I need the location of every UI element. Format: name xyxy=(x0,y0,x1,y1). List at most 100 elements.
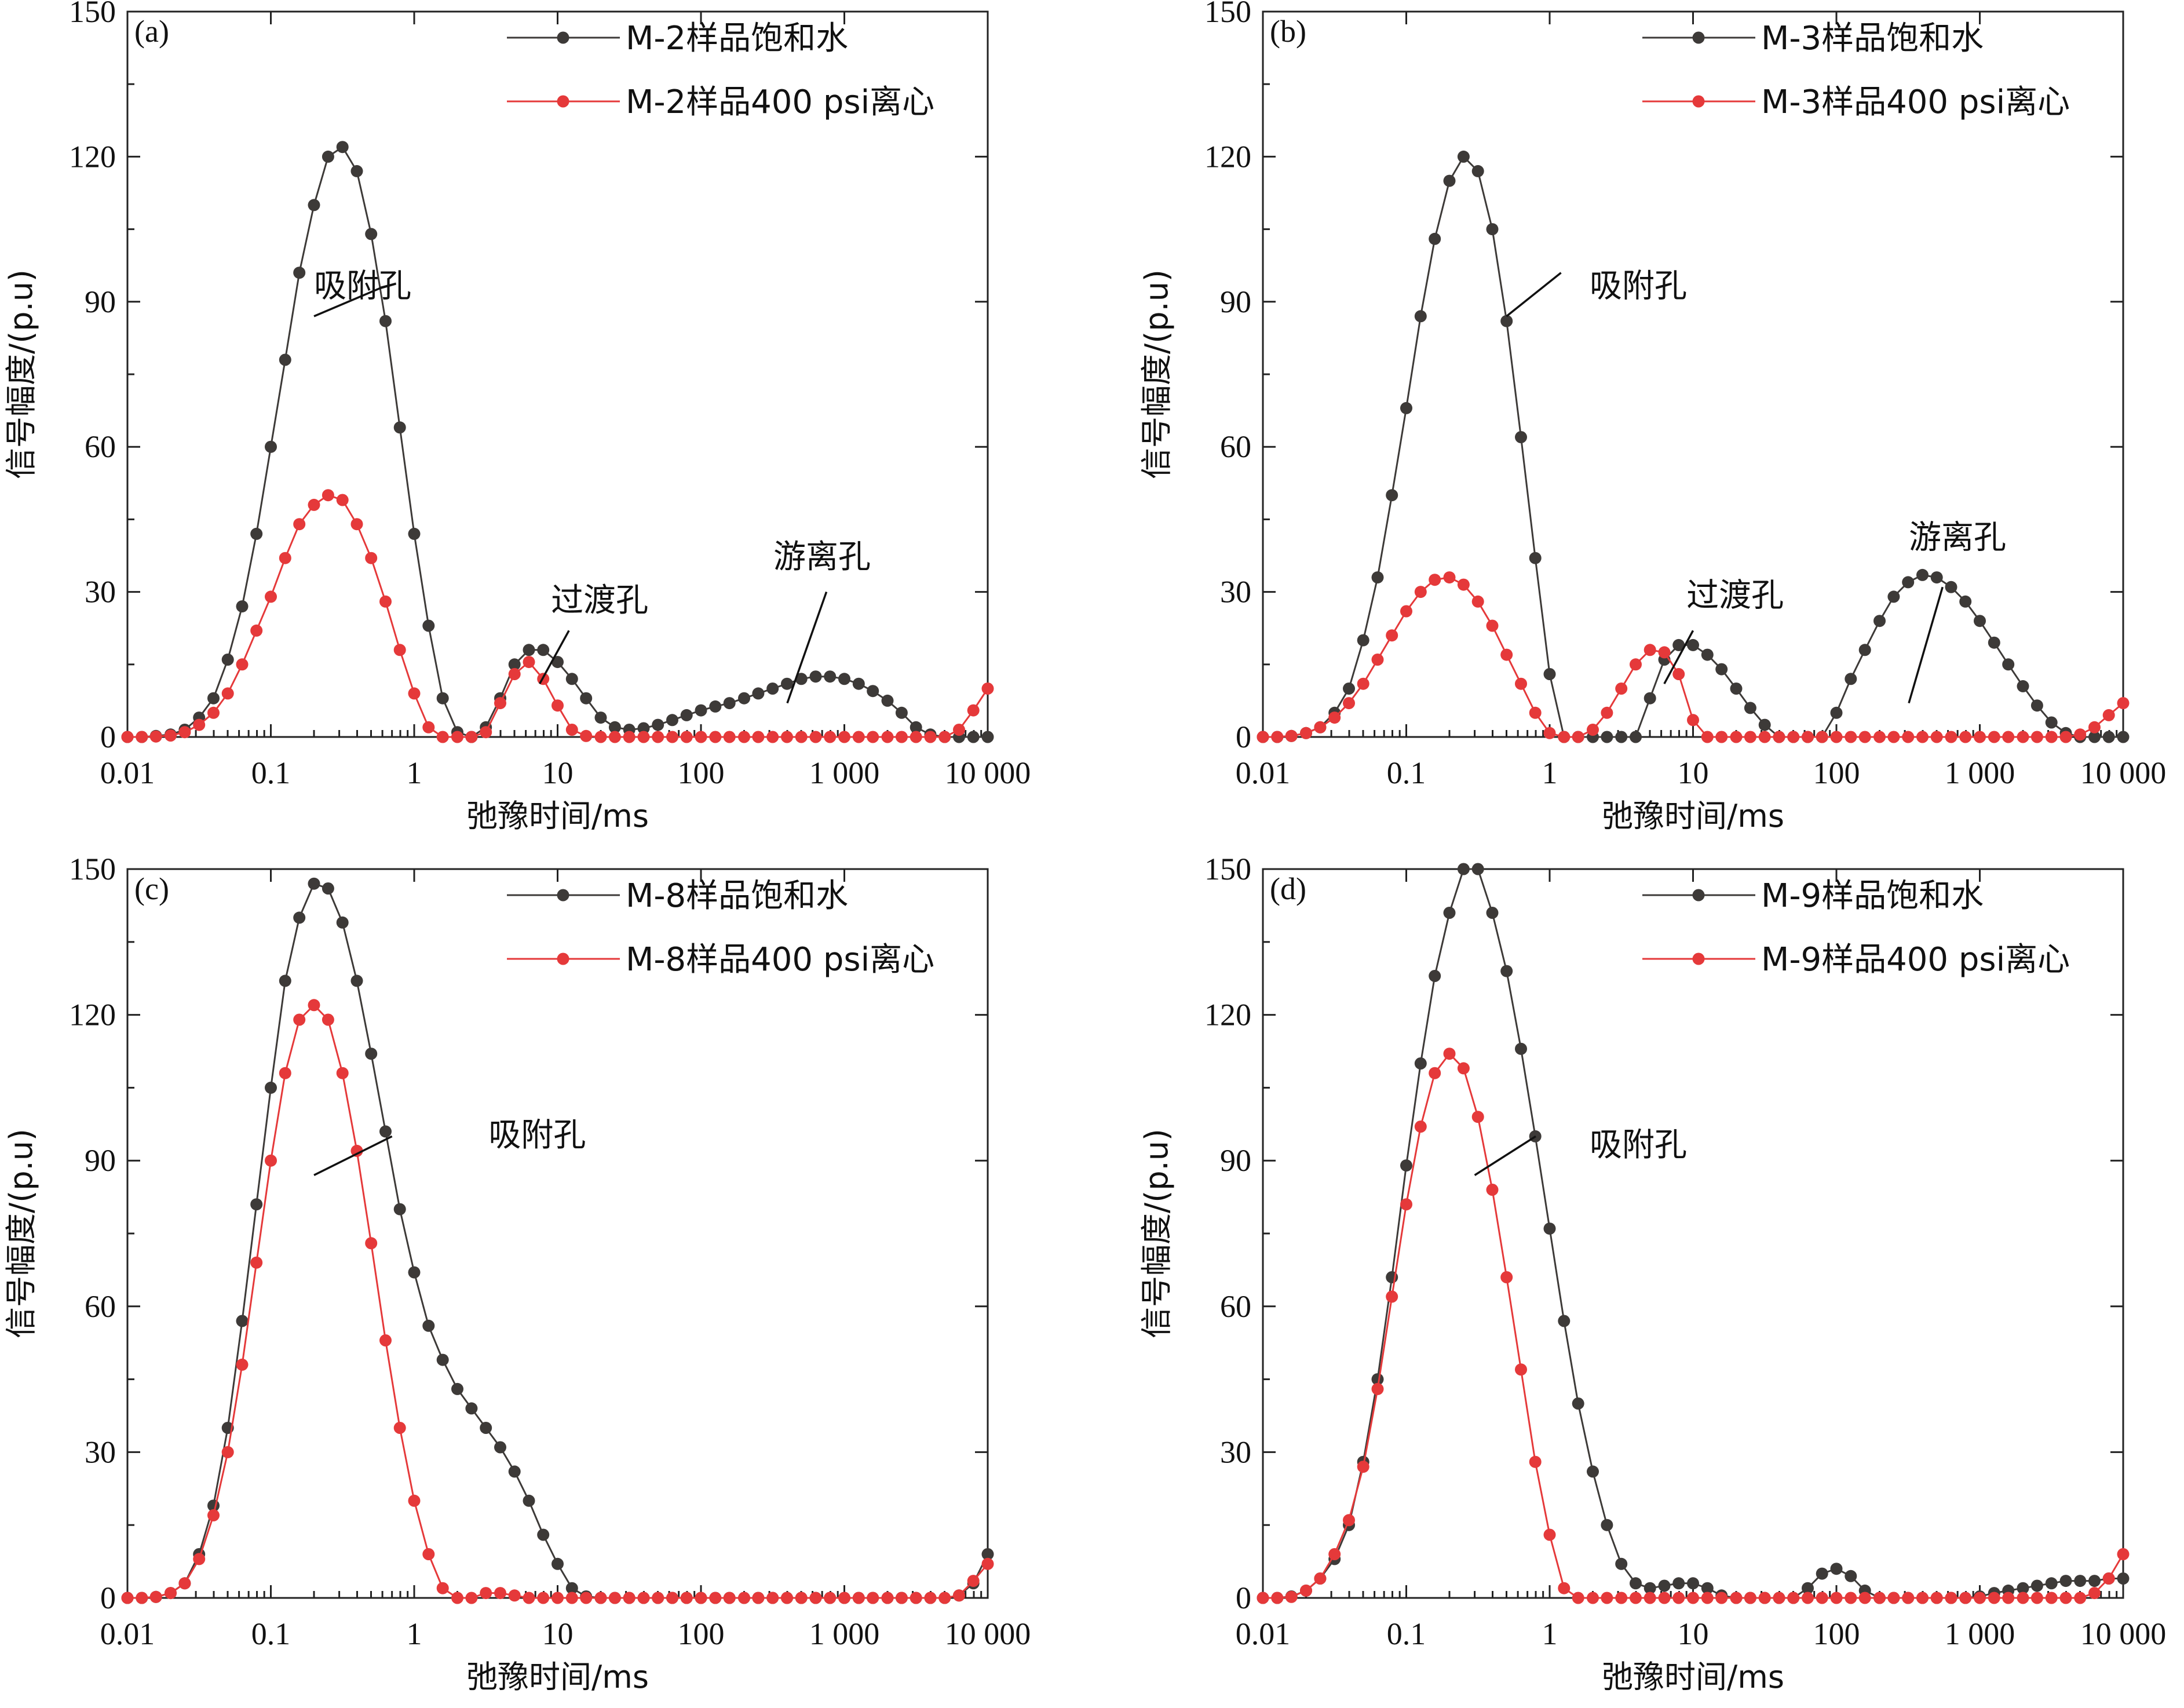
data-point xyxy=(795,673,808,685)
data-point xyxy=(1902,576,1915,589)
data-point xyxy=(265,440,277,453)
y-tick-label: 60 xyxy=(1220,1289,1251,1324)
data-point xyxy=(623,1592,636,1604)
data-point xyxy=(1486,1184,1499,1196)
data-point xyxy=(436,692,449,705)
x-tick-label: 1 xyxy=(407,1616,422,1651)
legend-marker xyxy=(557,889,569,902)
data-point xyxy=(1830,706,1843,719)
data-point xyxy=(967,1575,980,1587)
data-point xyxy=(1400,1198,1412,1211)
annotation-label: 游离孔 xyxy=(773,538,871,576)
data-point xyxy=(709,731,722,743)
x-tick-label: 10 xyxy=(1678,1616,1709,1651)
data-point xyxy=(1730,683,1743,695)
data-point xyxy=(1500,965,1513,977)
annotation-1: 吸附孔 xyxy=(1474,1126,1687,1176)
data-point xyxy=(1601,706,1613,719)
data-point xyxy=(236,658,249,671)
annotation-label: 游离孔 xyxy=(1909,519,2006,556)
y-tick-label: 30 xyxy=(1220,575,1251,610)
data-point xyxy=(1471,595,1484,608)
data-point xyxy=(1471,165,1484,177)
data-point xyxy=(2017,1592,2029,1604)
data-point xyxy=(2074,1575,2087,1587)
data-point xyxy=(924,731,937,743)
data-point xyxy=(809,670,822,683)
data-point xyxy=(1300,1584,1312,1597)
data-point xyxy=(523,1494,535,1507)
series-2 xyxy=(121,489,994,743)
data-point xyxy=(1414,1057,1427,1070)
annotation-leader-line xyxy=(1663,630,1694,685)
data-point xyxy=(1601,1592,1613,1604)
data-point xyxy=(1787,731,1800,743)
data-point xyxy=(1543,1528,1556,1541)
data-point xyxy=(1959,1592,1972,1604)
data-point xyxy=(1701,1592,1714,1604)
data-point xyxy=(953,724,965,736)
data-point xyxy=(2045,1577,2058,1590)
data-point xyxy=(523,1592,535,1604)
data-point xyxy=(2030,1592,2043,1604)
data-point xyxy=(1543,668,1556,680)
data-point xyxy=(2117,1548,2130,1560)
data-point xyxy=(967,731,980,743)
y-tick-label: 60 xyxy=(1220,429,1251,464)
y-tick-label: 60 xyxy=(85,1289,116,1324)
data-point xyxy=(967,704,980,717)
data-point xyxy=(1687,1592,1699,1604)
data-point xyxy=(1959,595,1972,608)
data-point xyxy=(1471,1111,1484,1123)
legend-entry-2: M-3样品400 psi离心 xyxy=(1642,83,2070,121)
data-point xyxy=(1328,1548,1341,1560)
data-point xyxy=(265,590,277,603)
x-axis-title: 弛豫时间/ms xyxy=(466,1659,649,1695)
data-point xyxy=(867,731,879,743)
data-point xyxy=(451,1592,463,1604)
data-point xyxy=(1658,1579,1671,1592)
data-point xyxy=(1443,1048,1456,1060)
x-tick-label: 1 xyxy=(1542,1616,1558,1651)
data-point xyxy=(1988,731,2000,743)
x-tick-label: 1 xyxy=(407,756,422,790)
data-point xyxy=(2002,658,2015,671)
data-point xyxy=(2102,709,2115,721)
data-point xyxy=(838,731,850,743)
data-point xyxy=(523,644,535,656)
data-point xyxy=(652,718,664,731)
data-point xyxy=(250,1256,263,1269)
data-point xyxy=(480,1587,492,1600)
annotation-label: 吸附孔 xyxy=(314,267,411,305)
data-point xyxy=(2045,731,2058,743)
data-point xyxy=(1715,663,1728,676)
x-axis-title: 弛豫时间/ms xyxy=(1602,1659,1784,1695)
x-tick-label: 10 xyxy=(542,1616,574,1651)
data-point xyxy=(279,353,291,366)
data-point xyxy=(2030,731,2043,743)
panel-label: (d) xyxy=(1270,871,1306,906)
data-point xyxy=(809,731,822,743)
x-tick-label: 0.1 xyxy=(251,756,291,790)
data-point xyxy=(824,1592,837,1604)
data-point xyxy=(1443,907,1456,919)
y-tick-label: 30 xyxy=(85,575,116,610)
data-point xyxy=(1443,571,1456,584)
y-tick-label: 150 xyxy=(69,852,116,886)
data-point xyxy=(723,1592,736,1604)
x-tick-label: 100 xyxy=(678,756,725,790)
annotation-label: 吸附孔 xyxy=(488,1116,586,1154)
data-point xyxy=(408,687,421,700)
data-point xyxy=(1429,1067,1441,1079)
annotation-1: 吸附孔 xyxy=(313,1116,586,1176)
data-point xyxy=(221,1446,234,1458)
data-point xyxy=(1930,731,1943,743)
data-point xyxy=(236,1315,249,1327)
data-point xyxy=(523,656,535,669)
data-point xyxy=(981,683,994,695)
data-point xyxy=(379,595,392,608)
x-tick-label: 0.01 xyxy=(100,756,155,790)
data-point xyxy=(236,600,249,613)
data-point xyxy=(1515,1363,1527,1376)
data-point xyxy=(895,1592,908,1604)
